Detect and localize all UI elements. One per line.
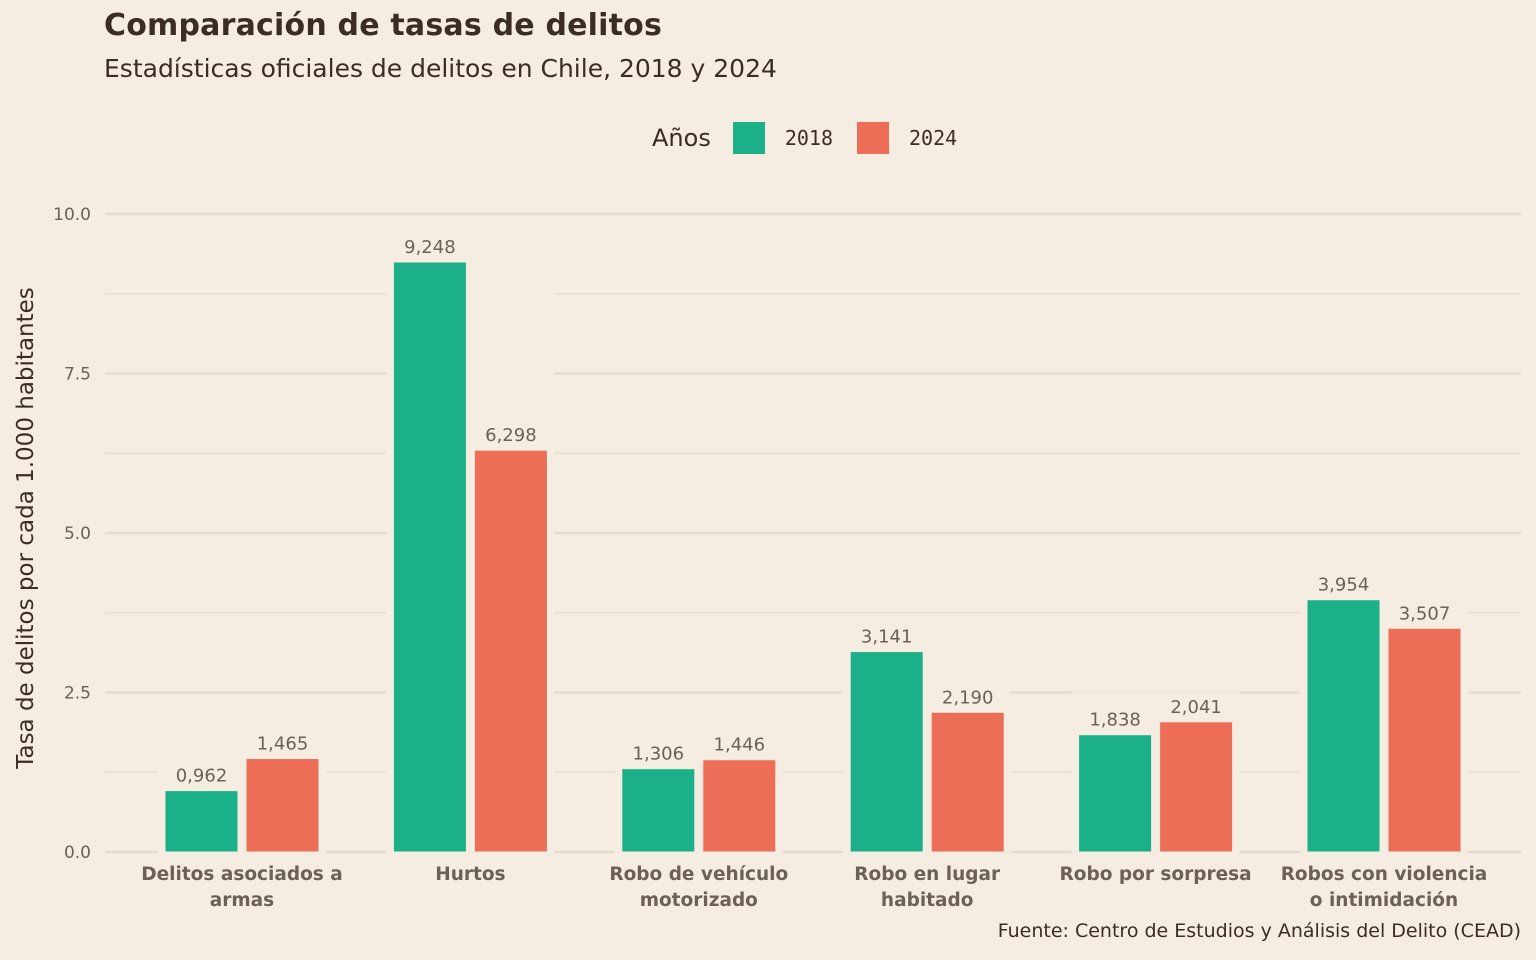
legend: Años 2018 2024 bbox=[652, 118, 981, 158]
x-tick-label: Hurtos bbox=[435, 864, 505, 885]
bar-value-label-2024: 3,507 bbox=[1399, 603, 1451, 624]
bar-2024 bbox=[245, 758, 320, 853]
bar-value-label-2018: 3,954 bbox=[1318, 575, 1370, 596]
bar-2024 bbox=[473, 449, 548, 853]
x-tick-label: Delitos asociados a bbox=[141, 864, 342, 885]
chart-subtitle: Estadísticas oficiales de delitos en Chi… bbox=[104, 54, 777, 83]
bar-2018 bbox=[1306, 599, 1381, 853]
x-tick-label: habitado bbox=[881, 890, 974, 911]
legend-label-2018: 2018 bbox=[784, 126, 833, 150]
bar-2024 bbox=[930, 711, 1005, 853]
bar-value-label-2024: 6,298 bbox=[485, 425, 537, 446]
gridlines bbox=[105, 212, 1521, 854]
bar-value-label-2018: 1,306 bbox=[633, 744, 685, 765]
y-tick-label: 0.0 bbox=[64, 843, 91, 863]
x-tick-label: armas bbox=[210, 890, 274, 911]
legend-swatch-2024 bbox=[857, 122, 889, 154]
source-caption: Fuente: Centro de Estudios y Análisis de… bbox=[997, 920, 1521, 942]
bar-2018 bbox=[164, 790, 239, 853]
x-tick-label: Robos con violencia bbox=[1281, 864, 1488, 885]
bar-value-label-2018: 9,248 bbox=[404, 237, 456, 258]
x-tick-label: Robo de vehículo bbox=[609, 864, 788, 885]
bar-2018 bbox=[1078, 734, 1153, 853]
bar-value-label-2024: 1,465 bbox=[257, 734, 309, 755]
legend-title: Años bbox=[652, 124, 711, 152]
bar-value-label-2018: 0,962 bbox=[176, 766, 228, 787]
bar-value-label-2024: 2,041 bbox=[1170, 697, 1222, 718]
bar-2024 bbox=[702, 759, 777, 853]
bar-value-label-2018: 3,141 bbox=[861, 627, 913, 648]
legend-label-2024: 2024 bbox=[909, 126, 958, 150]
y-tick-label: 10.0 bbox=[53, 205, 91, 225]
x-axis-category-labels: Delitos asociados a armas Hurtos Robo de ve… bbox=[141, 864, 1487, 911]
bar-2024 bbox=[1387, 627, 1462, 853]
x-tick-label: Robo en lugar bbox=[854, 864, 1001, 885]
legend-swatch-2018 bbox=[732, 122, 765, 154]
bar-2018 bbox=[392, 261, 467, 853]
y-tick-label: 7.5 bbox=[64, 365, 91, 385]
bar-value-label-2024: 2,190 bbox=[942, 687, 994, 708]
bar-2024 bbox=[1159, 721, 1234, 853]
bar-value-label-2024: 1,446 bbox=[714, 735, 766, 756]
y-tick-label: 5.0 bbox=[64, 524, 91, 544]
bars bbox=[158, 231, 1468, 855]
y-axis-ticks: 0.0 2.5 5.0 7.5 10.0 bbox=[53, 205, 91, 863]
y-tick-label: 2.5 bbox=[64, 684, 91, 704]
bar-value-label-2018: 1,838 bbox=[1089, 710, 1141, 731]
x-tick-label: motorizado bbox=[640, 890, 758, 911]
x-tick-label: o intimidación bbox=[1310, 890, 1458, 911]
bar-2018 bbox=[849, 651, 924, 853]
bar-2018 bbox=[621, 768, 696, 853]
chart-title: Comparación de tasas de delitos bbox=[104, 8, 663, 43]
x-tick-label: Robo por sorpresa bbox=[1060, 864, 1252, 885]
bar-value-labels: 0,962 1,465 9,248 6,298 1,306 1,446 3,141 2,190… bbox=[176, 237, 1451, 787]
